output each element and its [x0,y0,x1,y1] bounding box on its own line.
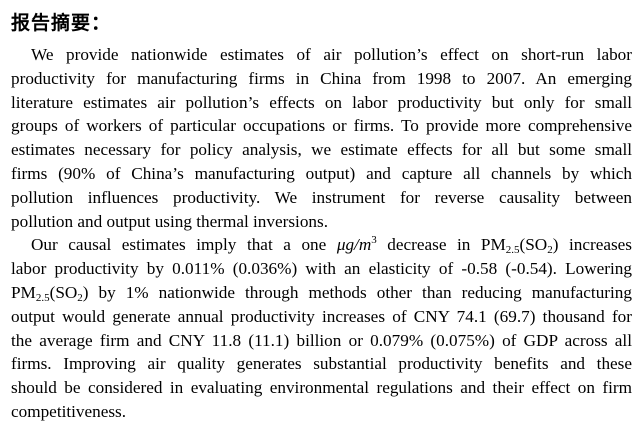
text-segment: pollution influences productivity. We in… [11,187,632,207]
sub-text: 2.5 [35,291,50,304]
text-segment: firms. Improving air quality generates s… [11,354,632,374]
text-segment: decrease in PM [376,235,506,255]
sup-text: 3 [371,234,377,247]
text-line: the average firm and CNY 11.8 (11.1) bil… [11,329,632,353]
text-line: PM2.5(SO2) by 1% nationwide through meth… [11,281,632,305]
text-line: competitiveness. [11,400,632,424]
text-segment: estimates necessary for policy analysis,… [11,140,632,160]
paragraph: We provide nationwide estimates of air p… [11,43,632,233]
text-segment: firms (90% of China’s manufacturing outp… [11,163,632,183]
text-segment: productivity for manufacturing firms in … [11,68,632,88]
text-line: should be considered in evaluating envir… [11,376,632,400]
text-line: estimates necessary for policy analysis,… [11,138,632,162]
paragraph: Our causal estimates imply that a one μg… [11,233,632,423]
text-line: pollution influences productivity. We in… [11,186,632,210]
sub-text: 2 [77,291,83,304]
text-segment: ) increases [552,235,632,255]
text-line: groups of workers of particular occupati… [11,114,632,138]
text-segment: We provide nationwide estimates of air p… [31,45,632,64]
abstract-body: We provide nationwide estimates of air p… [11,43,632,424]
text-segment: should be considered in evaluating envir… [11,378,632,398]
text-segment: labor productivity by 0.011% (0.036%) wi… [11,259,632,279]
text-line: pollution and output using thermal inver… [11,210,632,234]
text-segment: the average firm and CNY 11.8 (11.1) bil… [11,330,632,350]
text-segment: competitiveness. [11,401,127,421]
text-line: firms (90% of China’s manufacturing outp… [11,162,632,186]
text-line: firms. Improving air quality generates s… [11,352,632,376]
text-segment: (SO [519,235,548,255]
text-segment: pollution and output using thermal inver… [11,211,328,231]
text-segment: output would generate annual productivit… [11,306,632,326]
text-segment: groups of workers of particular occupati… [11,116,632,136]
it-text: μg/m [336,235,372,255]
text-line: Our causal estimates imply that a one μg… [11,233,632,257]
text-segment: literature estimates air pollution’s eff… [11,92,632,112]
text-segment: Our causal estimates imply that a one [31,235,337,255]
text-line: literature estimates air pollution’s eff… [11,91,632,115]
text-line: productivity for manufacturing firms in … [11,67,632,91]
text-line: output would generate annual productivit… [11,305,632,329]
text-line: We provide nationwide estimates of air p… [11,43,632,67]
text-segment: (SO [49,282,78,302]
text-segment: ) by 1% nationwide through methods other… [82,282,632,302]
section-title: 报告摘要： [11,12,112,34]
sub-text: 2 [547,244,553,257]
text-line: labor productivity by 0.011% (0.036%) wi… [11,257,632,281]
sub-text: 2.5 [505,244,520,257]
text-segment: PM [11,282,36,302]
